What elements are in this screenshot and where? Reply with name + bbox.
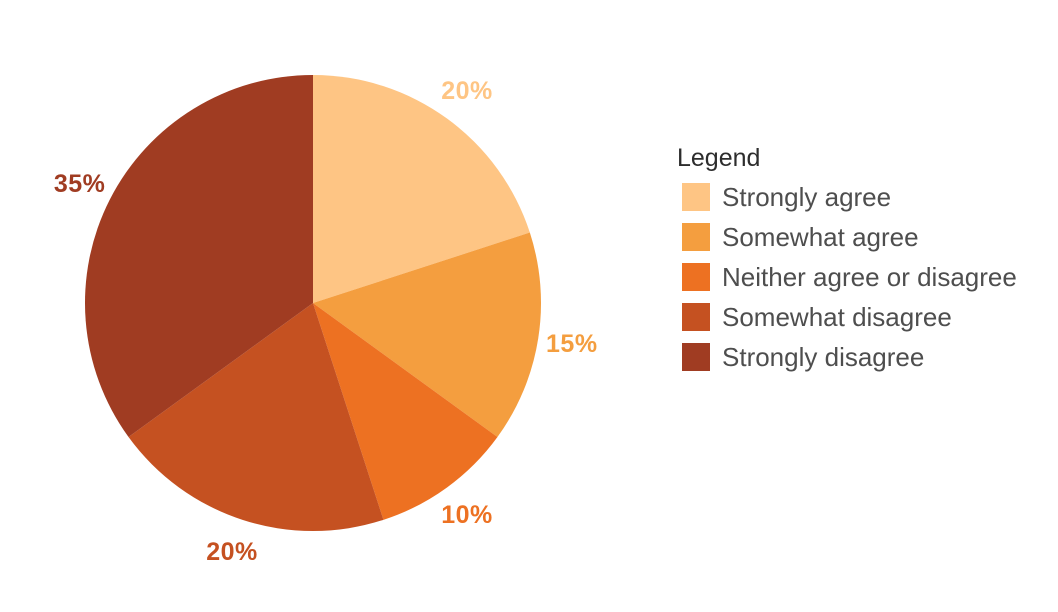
legend-item-label: Strongly agree (722, 181, 892, 212)
pie-slice-3[interactable] (128, 303, 384, 532)
legend: Legend Strongly agree Somewhat agree Nei… (677, 144, 1017, 383)
legend-item-label: Strongly disagree (722, 341, 925, 372)
legend-item-label: Somewhat disagree (722, 301, 952, 332)
legend-swatch-strongly-disagree (682, 343, 710, 371)
legend-title: Legend (677, 144, 761, 172)
pie-slice-1[interactable] (313, 232, 542, 438)
pie-slice-2[interactable] (313, 303, 498, 520)
slice-label-3: 20% (206, 538, 258, 566)
legend-swatch-somewhat-disagree (682, 303, 710, 331)
legend-item-label: Somewhat agree (722, 221, 919, 252)
legend-item-strongly-disagree[interactable]: Strongly disagree (677, 341, 1017, 372)
pie-slice-0[interactable] (313, 75, 530, 303)
pie-slice-4[interactable] (84, 74, 314, 438)
slice-label-0: 20% (441, 77, 493, 105)
legend-swatch-strongly-agree (682, 183, 710, 211)
slice-label-4: 35% (54, 170, 106, 198)
legend-item-strongly-agree[interactable]: Strongly agree (677, 181, 1017, 212)
legend-swatch-somewhat-agree (682, 223, 710, 251)
slice-label-2: 10% (441, 501, 493, 529)
legend-swatch-neither-agree-or-disagree (682, 263, 710, 291)
slice-label-1: 15% (546, 330, 598, 358)
legend-item-label: Neither agree or disagree (722, 261, 1017, 292)
legend-item-somewhat-disagree[interactable]: Somewhat disagree (677, 301, 1017, 332)
legend-item-somewhat-agree[interactable]: Somewhat agree (677, 221, 1017, 252)
legend-item-neither-agree-or-disagree[interactable]: Neither agree or disagree (677, 261, 1017, 292)
